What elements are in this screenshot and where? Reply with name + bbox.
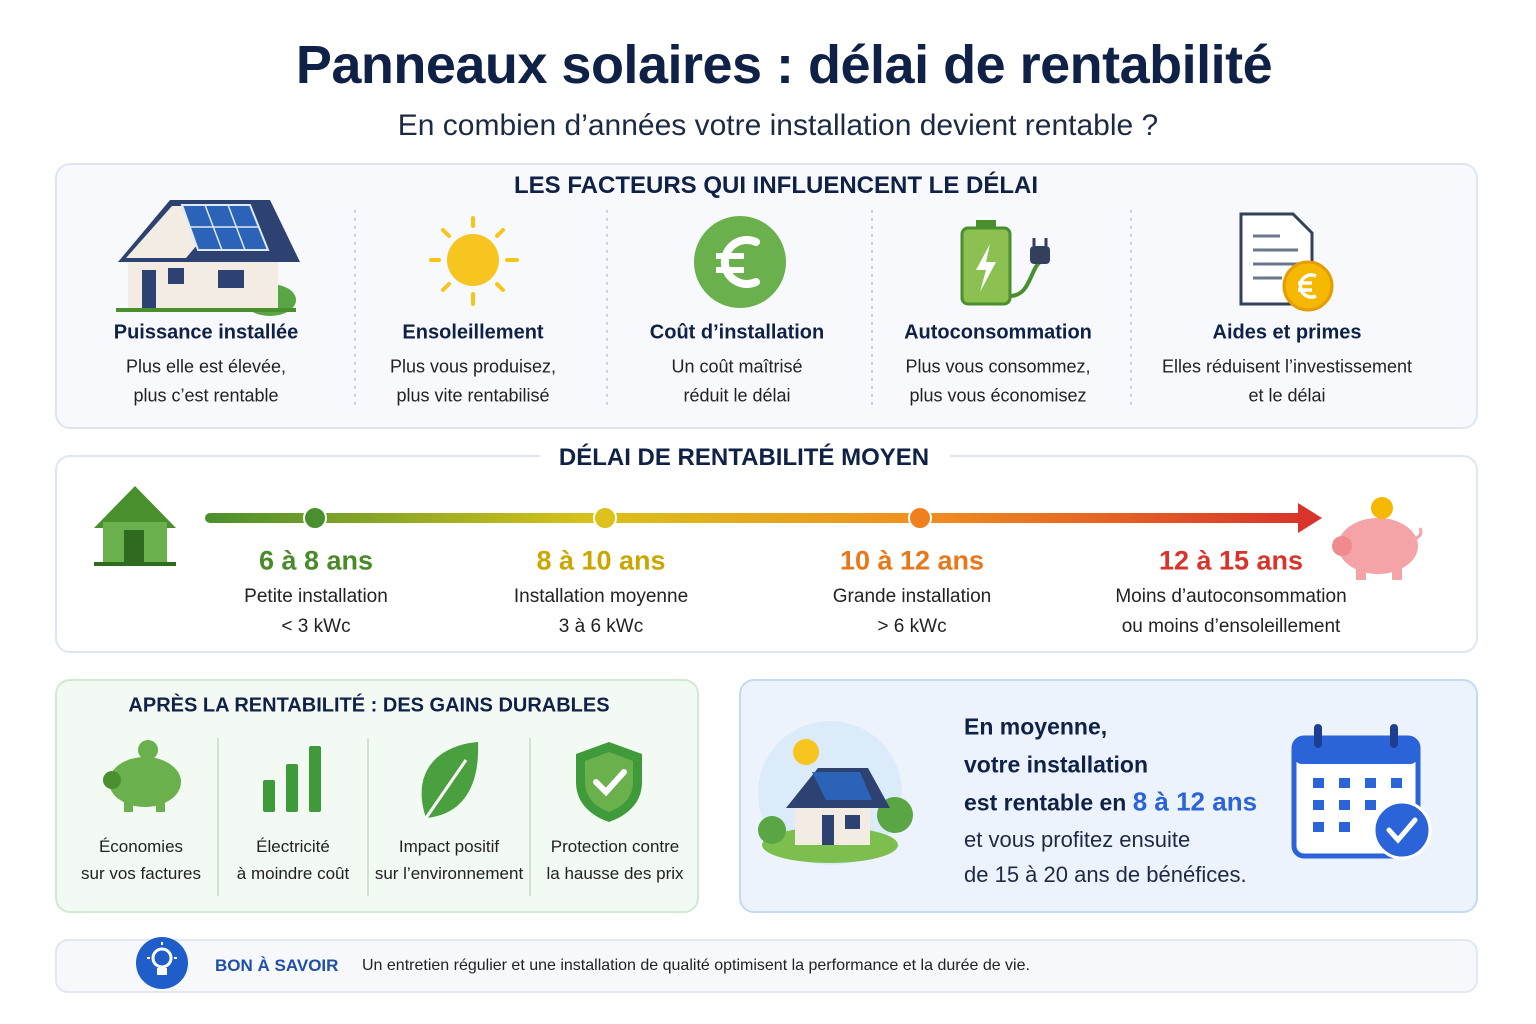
timeline-title-bg [540, 440, 950, 476]
icon-leaf [421, 742, 479, 819]
timeline-range: 8 à 10 ans [536, 545, 666, 576]
icon-calendar [1291, 724, 1432, 860]
timeline-bar [205, 513, 1303, 523]
gain-separators [217, 738, 531, 896]
timeline-range: 6 à 8 ans [258, 545, 374, 576]
summary-illustration [758, 721, 913, 865]
gain-text: à moindre coût [236, 864, 350, 883]
timeline-dot [593, 506, 617, 530]
subtitle: En combien d’années votre installation d… [397, 109, 1159, 142]
summary-line: est rentable en 8 à 12 ans [964, 787, 1257, 818]
icon-battery [960, 220, 1050, 306]
factor-separators [354, 210, 1132, 405]
factor-title: Autoconsommation [904, 321, 1092, 344]
summary-panel [739, 679, 1478, 913]
icon-shield [576, 742, 642, 822]
icon-piggy-green [103, 740, 181, 812]
factor-text: réduit le délai [683, 385, 791, 406]
gain-text: la hausse des prix [546, 864, 684, 883]
gain-text: Protection contre [550, 837, 680, 856]
gain-text: sur l’environnement [374, 864, 524, 883]
timeline-text: Petite installation [244, 586, 388, 607]
summary-line: En moyenne, [964, 713, 1108, 740]
timeline-text: 3 à 6 kWc [558, 616, 644, 637]
factor-title: Ensoleillement [402, 321, 544, 344]
factor-text: Plus elle est élevée, [125, 356, 287, 377]
icon-bulb [136, 937, 188, 989]
timeline-text: ou moins d’ensoleillement [1121, 616, 1341, 637]
summary-line: de 15 à 20 ans de bénéfices. [964, 862, 1247, 887]
timeline-range: 12 à 15 ans [1158, 545, 1304, 576]
tip-panel [55, 939, 1478, 993]
timeline-range: 10 à 12 ans [839, 545, 985, 576]
factor-title: Puissance installée [113, 321, 299, 344]
timeline-arrow [1298, 503, 1322, 533]
gain-text: Électricité [256, 837, 330, 856]
icon-piggy-pink [1332, 497, 1423, 580]
section-title: DÉLAI DE RENTABILITÉ MOYEN [558, 444, 930, 471]
factor-text: Un coût maîtrisé [671, 356, 803, 377]
icon-euro [694, 216, 786, 308]
timeline-dot [303, 506, 327, 530]
timeline-text: Installation moyenne [513, 586, 689, 607]
icon-house-solar [116, 200, 300, 316]
factor-text: Plus vous consommez, [905, 356, 1091, 377]
title: Panneaux solaires : délai de rentabilité [295, 35, 1273, 95]
factor-title: Coût d’installation [649, 321, 825, 344]
gain-text: Impact positif [398, 837, 500, 856]
factor-text: Plus vous produisez, [389, 356, 557, 377]
gain-text: Économies [98, 837, 184, 856]
section-title: LES FACTEURS QUI INFLUENCENT LE DÉLAI [513, 172, 1039, 199]
tip-text: Un entretien régulier et une installatio… [362, 957, 1030, 974]
gains-panel [55, 679, 699, 913]
summary-text: est rentable en [964, 789, 1127, 816]
icon-bars [263, 746, 321, 812]
section-title: APRÈS LA RENTABILITÉ : DES GAINS DURABLE… [128, 694, 610, 717]
timeline-text: Grande installation [832, 586, 992, 607]
icon-document [1239, 212, 1334, 312]
factor-text: Elles réduisent l’investissement [1161, 356, 1413, 377]
tip-label: BON À SAVOIR [215, 956, 339, 975]
timeline-text: < 3 kWc [281, 616, 351, 637]
factor-text: plus c’est rentable [133, 385, 279, 406]
icon-house-green [94, 486, 176, 566]
factor-title: Aides et primes [1212, 321, 1362, 344]
timeline-dot [908, 506, 932, 530]
gain-text: sur vos factures [81, 864, 201, 883]
timeline-text: > 6 kWc [877, 616, 947, 637]
timeline-text: Moins d’autoconsommation [1115, 586, 1347, 607]
summary-highlight: 8 à 12 ans [1132, 786, 1258, 817]
factor-text: plus vite rentabilisé [396, 385, 550, 406]
factor-text: plus vous économisez [909, 385, 1087, 406]
factor-text: et le délai [1248, 385, 1326, 406]
summary-line: votre installation [964, 751, 1149, 778]
icon-sun [429, 216, 519, 306]
summary-line: et vous profitez ensuite [964, 827, 1191, 852]
